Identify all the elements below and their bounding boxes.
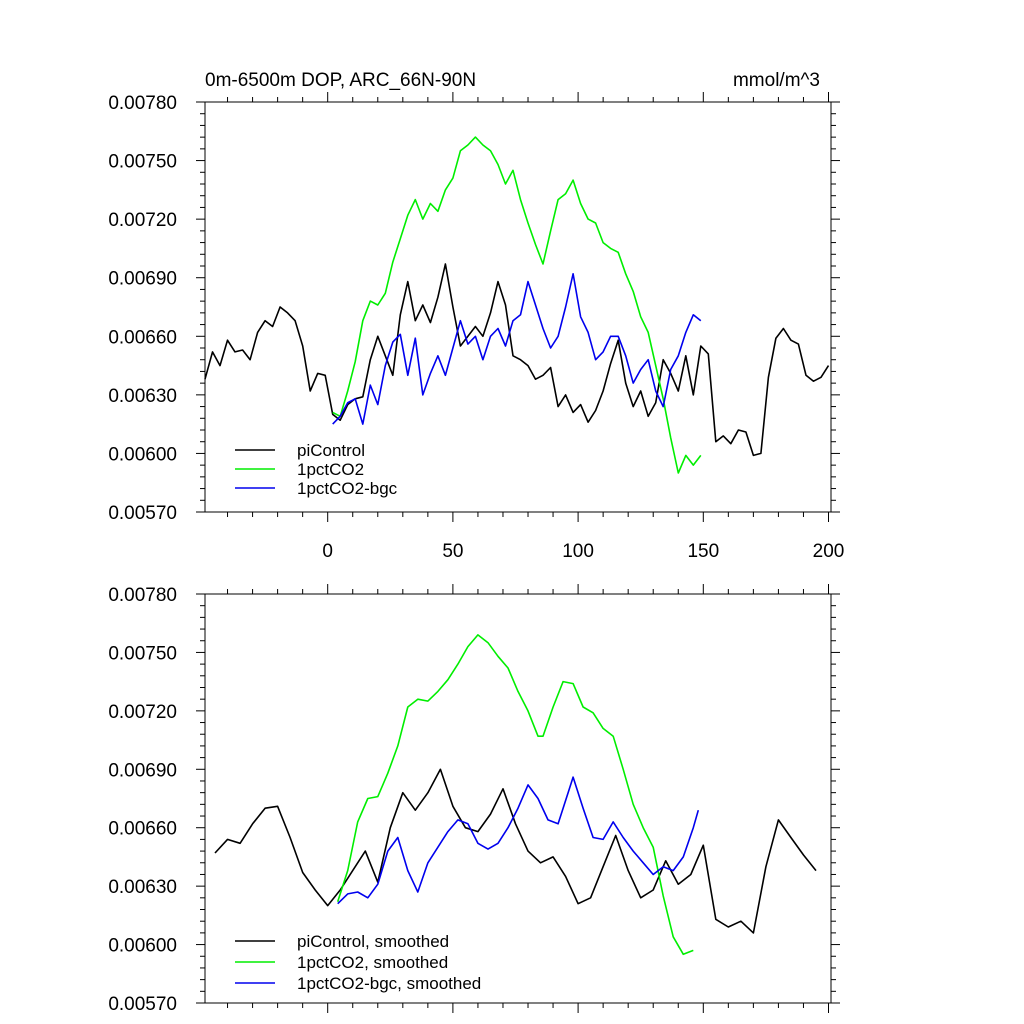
x-tick-label: 0 [322,541,333,562]
bottom-panel: 0.00570 0.00600 0.00630 0.00660 0.00690 0.007… [108,584,840,1015]
series-line-1pctco2-smoothed [336,634,694,956]
x-tick-label: 150 [687,541,719,562]
legend-label: piControl, smoothed [297,932,449,951]
y-tick-label: 0.00570 [108,503,177,524]
legend-label: 1pctCO2-bgc [297,479,398,498]
x-tick-label: 100 [562,541,594,562]
legend-label: 1pctCO2, smoothed [297,953,448,972]
legend-label: 1pctCO2-bgc, smoothed [297,974,481,993]
y-tick-label: 0.00690 [108,269,177,290]
y-tick-label: 0.00600 [108,936,177,957]
series-line-1pctco2-bgc [332,272,702,425]
y-tick-label: 0.00780 [108,93,177,114]
chart-title: 0m-6500m DOP, ARC_66N-90N [205,70,476,91]
y-tick-label: 0.00570 [108,994,177,1015]
y-tick-label: 0.00780 [108,585,177,606]
y-tick-label: 0.00720 [108,210,177,231]
legend-label: 1pctCO2 [297,460,364,479]
series-line-1pctco2 [332,136,702,474]
y-tick-label: 0.00630 [108,877,177,898]
series-line-picontrol [204,263,830,457]
plot-frame [204,593,832,1004]
y-tick-label: 0.00690 [108,760,177,781]
top-panel: 0.00570 0.00600 0.00630 0.00660 0.00690 0.007… [108,92,844,562]
y-tick-label: 0.00660 [108,327,177,348]
x-tick-label: 50 [442,541,463,562]
x-tick-label: 200 [813,541,845,562]
legend-label: piControl [297,441,365,460]
units-label: mmol/m^3 [733,70,820,91]
plot-frame [204,101,832,513]
y-tick-label: 0.00750 [108,152,177,173]
series-line-picontrol-smoothed [214,768,817,934]
y-tick-label: 0.00750 [108,643,177,664]
y-tick-label: 0.00600 [108,444,177,465]
y-tick-label: 0.00660 [108,819,177,840]
series-line-1pctco2-bgc-smoothed [337,776,700,905]
y-tick-label: 0.00720 [108,702,177,723]
y-tick-label: 0.00630 [108,386,177,407]
